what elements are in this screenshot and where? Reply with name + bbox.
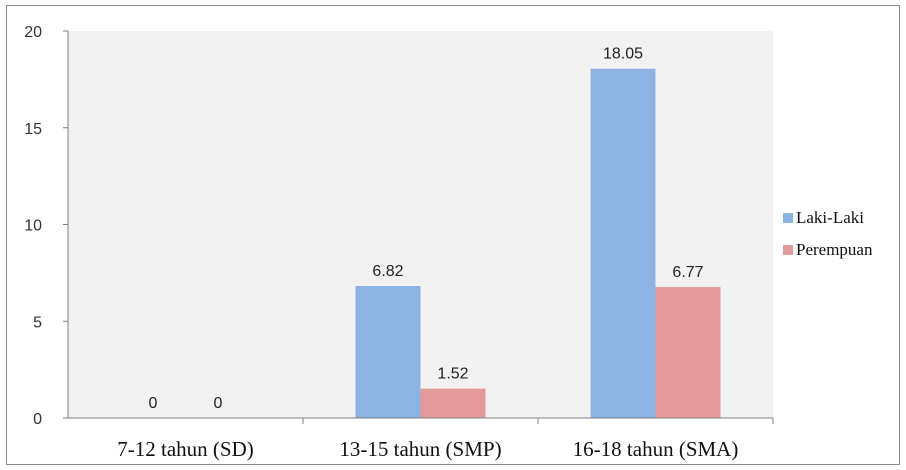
data-label: 6.82 [372, 263, 403, 280]
legend-swatch [783, 213, 793, 223]
bar-perempuan [420, 388, 486, 418]
data-label: 0 [149, 395, 158, 412]
y-tick-label: 15 [24, 121, 42, 138]
y-tick-label: 10 [24, 218, 42, 235]
x-category-label: 7-12 tahun (SD) [117, 437, 253, 461]
legend-label: Laki-Laki [796, 208, 864, 227]
data-label: 1.52 [437, 366, 468, 383]
data-label: 0 [214, 395, 223, 412]
bar-laki-laki [355, 286, 421, 418]
x-category-label: 16-18 tahun (SMA) [573, 437, 739, 461]
legend-swatch [783, 245, 793, 255]
bar-perempuan [655, 287, 721, 418]
y-tick-label: 5 [33, 314, 42, 331]
data-label: 18.05 [603, 46, 643, 63]
data-label: 6.77 [672, 264, 703, 281]
x-category-label: 13-15 tahun (SMP) [339, 437, 501, 461]
legend-label: Perempuan [796, 240, 873, 259]
y-tick-label: 20 [24, 24, 42, 41]
chart-frame: 0 5 10 15 20 7-12 tahun (SD) 13-15 tahun (SMP)… [6, 5, 900, 465]
y-tick-label: 0 [33, 411, 42, 428]
bar-chart: 0 5 10 15 20 7-12 tahun (SD) 13-15 tahun (SMP)… [24, 24, 873, 461]
bar-laki-laki [590, 68, 656, 419]
